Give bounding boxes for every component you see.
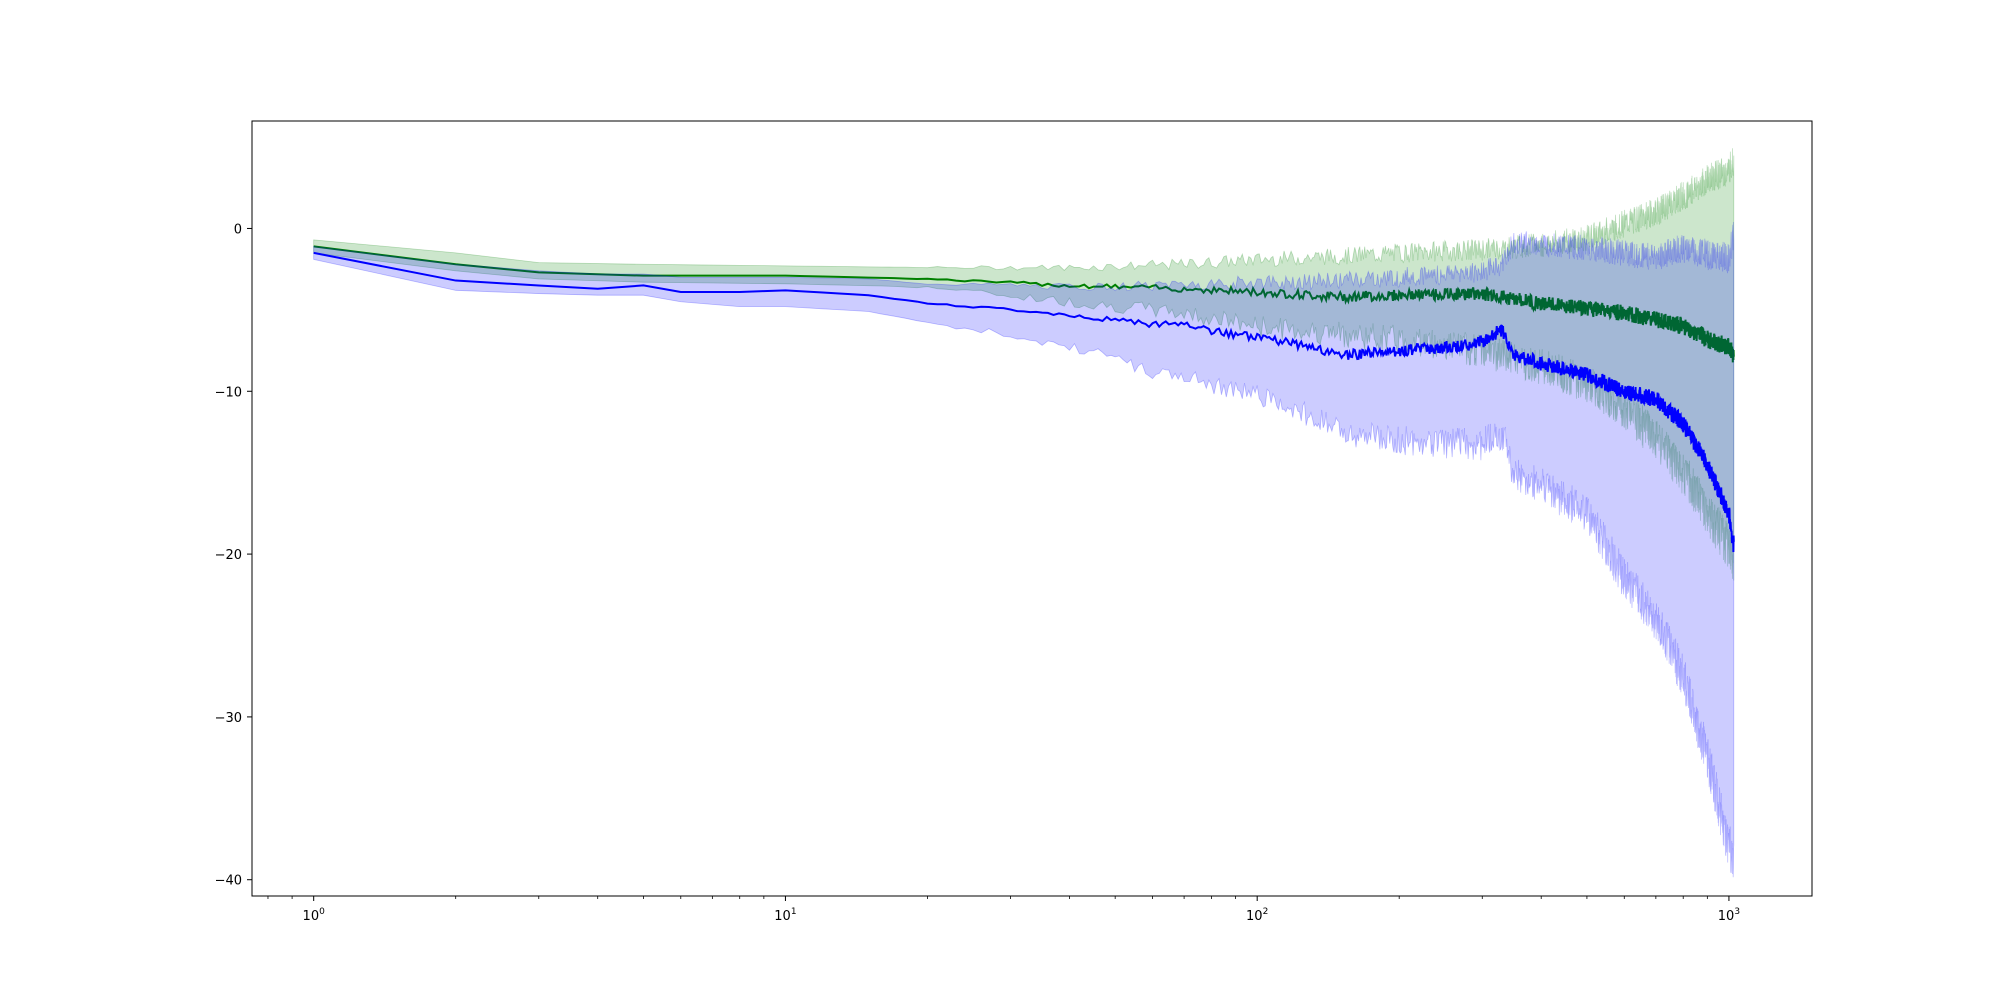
x-tick-exponent: 1: [791, 907, 797, 917]
y-tick-label: 0: [234, 222, 242, 237]
x-tick-label: 100: [303, 907, 326, 924]
x-tick-base: 10: [774, 909, 791, 924]
x-tick-exponent: 3: [1734, 907, 1740, 917]
y-tick-label: −40: [215, 874, 242, 889]
y-tick-label: −10: [215, 385, 242, 400]
y-tick-label: −20: [215, 548, 242, 563]
series-0-band: [313, 148, 1735, 581]
series-1-band: [313, 222, 1735, 878]
y-axis: 0 −10 −20 −30 −40: [215, 222, 252, 889]
x-tick-base: 10: [1718, 909, 1735, 924]
x-tick-base: 10: [303, 909, 320, 924]
series-1-line: [313, 251, 1735, 553]
x-tick-label: 101: [774, 907, 796, 924]
x-axis: 100 101 102 103: [267, 896, 1740, 924]
series-0-line: [313, 245, 1735, 363]
x-tick-label: 102: [1246, 907, 1268, 924]
axes-frame: [251, 120, 1813, 897]
plot-area: [313, 148, 1735, 878]
x-tick-base: 10: [1246, 909, 1263, 924]
x-tick-exponent: 0: [319, 907, 325, 917]
x-tick-exponent: 2: [1263, 907, 1269, 917]
y-tick-label: −30: [215, 711, 242, 726]
x-tick-label: 103: [1718, 907, 1740, 924]
